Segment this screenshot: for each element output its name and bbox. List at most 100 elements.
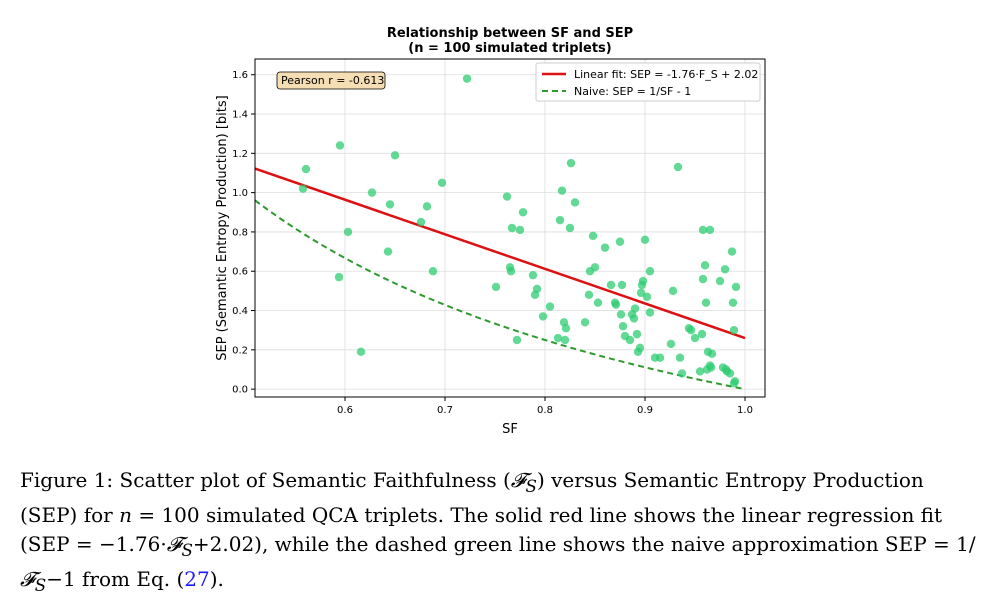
caption-label: Figure 1:: [20, 468, 114, 492]
data-point: [590, 263, 600, 272]
data-point: [462, 74, 472, 83]
data-point: [638, 276, 648, 286]
data-point: [640, 235, 650, 244]
data-point: [606, 280, 616, 290]
y-tick-label: 0.6: [232, 267, 248, 278]
data-point: [645, 267, 655, 276]
data-point: [580, 318, 590, 327]
data-point: [570, 198, 580, 207]
y-tick-label: 1.2: [232, 149, 248, 160]
data-point: [666, 339, 676, 349]
y-tick-label: 0.0: [232, 385, 248, 396]
data-point: [690, 333, 700, 343]
data-point: [566, 158, 576, 168]
data-point: [706, 363, 716, 372]
data-point: [668, 286, 678, 296]
x-tick-label: 0.7: [437, 405, 453, 416]
figure-chart: 0.6 0.7 0.8 0.9 1.0 0.0 0.2 0.4 0.6 0.8 1.0 1.2 1.4 1…: [215, 26, 766, 437]
pearson-annotation: Pearson r = -0.613: [276, 71, 386, 90]
data-point: [611, 300, 621, 309]
data-point: [655, 353, 665, 362]
data-point: [698, 225, 708, 235]
y-tick-label: 0.2: [232, 345, 248, 356]
x-tick-label: 0.6: [337, 405, 353, 416]
data-point: [635, 343, 645, 353]
data-point: [437, 178, 447, 188]
data-point: [545, 302, 555, 311]
caption-text: +2.02), while the dashed green line show…: [192, 532, 976, 556]
equation-reference-link[interactable]: 27: [184, 567, 210, 591]
x-tick-label: 0.8: [537, 405, 553, 416]
data-point: [428, 267, 438, 276]
data-point: [557, 186, 567, 195]
data-point: [729, 325, 739, 335]
legend-entry-linear-fit: Linear fit: SEP = -1.76·F_S + 2.02: [574, 68, 758, 81]
caption-text: ) versus Semantic Entropy Production (SE…: [20, 468, 924, 527]
data-point: [701, 298, 711, 307]
scatter-points: [298, 74, 741, 388]
data-point: [616, 310, 626, 319]
data-point: [491, 282, 501, 292]
caption-symbol: 𝓕: [510, 468, 526, 492]
y-tick-label: 1.6: [232, 70, 248, 81]
data-point: [725, 369, 735, 378]
data-point: [629, 314, 639, 323]
data-point: [615, 237, 625, 246]
data-point: [553, 333, 563, 343]
data-point: [728, 298, 738, 307]
data-point: [422, 202, 432, 211]
caption-text: = 100 simulated QCA triplets. The solid …: [20, 503, 943, 556]
data-point: [367, 188, 377, 197]
data-point: [707, 349, 717, 358]
data-point: [673, 162, 683, 172]
data-point: [584, 290, 594, 300]
data-point: [416, 217, 426, 227]
data-point: [512, 335, 522, 345]
chart-subtitle: (n = 100 simulated triplets): [408, 41, 611, 56]
data-point: [502, 192, 512, 201]
data-point: [636, 288, 646, 298]
caption-variable: n: [119, 503, 132, 527]
data-point: [695, 367, 705, 376]
x-axis-label: SF: [502, 422, 518, 437]
y-tick-label: 1.4: [232, 110, 248, 121]
data-point: [698, 274, 708, 284]
data-point: [720, 265, 730, 274]
legend-entry-naive: Naive: SEP = 1/SF - 1: [574, 85, 691, 98]
caption-text: Scatter plot of Semantic Faithfulness (: [113, 468, 511, 492]
legend: Linear fit: SEP = -1.76·F_S + 2.02 Naive…: [535, 62, 761, 102]
plot-frame: [254, 58, 766, 398]
annotation-text: Pearson r = -0.613: [281, 74, 384, 87]
data-point: [335, 141, 345, 150]
curve-layer: [254, 167, 746, 391]
data-point: [686, 325, 696, 335]
y-axis-label: SEP (Semantic Entropy Production) [bits]: [215, 95, 230, 361]
data-point: [588, 231, 598, 241]
data-point: [600, 243, 610, 252]
data-point: [560, 335, 570, 345]
data-point: [298, 184, 308, 193]
caption-symbol: 𝓕: [20, 567, 35, 591]
data-point: [334, 272, 344, 282]
caption-subscript: S: [525, 477, 537, 496]
y-tick-label: 0.4: [232, 306, 248, 317]
data-point: [356, 347, 366, 357]
y-tick-label: 1.0: [232, 188, 248, 199]
data-point: [506, 267, 516, 276]
data-point: [528, 270, 538, 280]
data-point: [675, 353, 685, 362]
data-point: [730, 377, 740, 386]
data-point: [632, 329, 642, 339]
data-point: [697, 329, 707, 339]
data-point: [532, 284, 542, 294]
data-point: [705, 225, 715, 235]
data-point: [515, 225, 525, 235]
data-point: [385, 200, 395, 209]
data-point: [677, 369, 687, 378]
data-point: [555, 215, 565, 225]
data-point: [343, 227, 353, 237]
x-tick-label: 1.0: [737, 405, 753, 416]
caption-text: −1 from Eq. (: [46, 567, 185, 591]
caption-subscript: S: [181, 541, 193, 560]
figure-caption: Figure 1: Scatter plot of Semantic Faith…: [20, 466, 980, 600]
